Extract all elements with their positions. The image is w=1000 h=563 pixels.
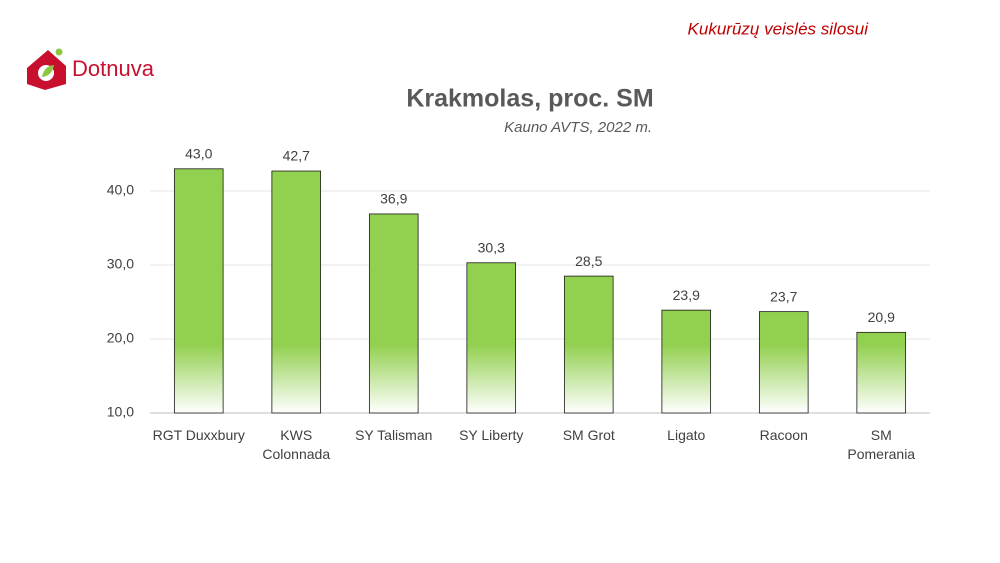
x-tick-label: SM Grot <box>562 427 615 443</box>
value-label: 30,3 <box>478 239 505 255</box>
value-label: 23,9 <box>673 287 700 303</box>
logo-icon <box>27 48 66 90</box>
bar <box>368 213 419 414</box>
logo-text: Dotnuva <box>72 56 155 81</box>
tagline: Kukurūzų veislės silosui <box>688 19 870 38</box>
value-label: 42,7 <box>283 148 310 164</box>
bar <box>856 331 907 414</box>
value-label: 28,5 <box>575 253 602 269</box>
y-tick-label: 20,0 <box>107 330 134 346</box>
bar <box>758 311 809 414</box>
chart-title: Krakmolas, proc. SM <box>406 85 653 113</box>
value-label: 36,9 <box>380 191 407 207</box>
bar <box>563 275 614 414</box>
x-tick-label: KWS Colonnada <box>262 427 331 462</box>
x-tick-label: Ligato <box>667 427 706 443</box>
x-tick-label: SY Talisman <box>355 427 433 443</box>
bar <box>173 168 224 414</box>
y-tick-label: 40,0 <box>107 182 134 198</box>
value-label: 23,7 <box>770 288 797 304</box>
x-tick-label: SM Pomerania <box>847 427 916 462</box>
value-label: 43,0 <box>185 146 212 162</box>
chart-subtitle: Kauno AVTS, 2022 m. <box>504 119 652 136</box>
x-tick-label: SY Liberty <box>459 427 524 443</box>
bar <box>661 309 712 414</box>
bar <box>466 262 517 414</box>
x-tick-label: Racoon <box>759 427 808 443</box>
value-label: 20,9 <box>868 309 895 325</box>
bar <box>271 170 322 414</box>
y-tick-label: 30,0 <box>107 256 134 272</box>
y-tick-label: 10,0 <box>107 404 134 420</box>
x-tick-label: RGT Duxxbury <box>152 427 245 443</box>
